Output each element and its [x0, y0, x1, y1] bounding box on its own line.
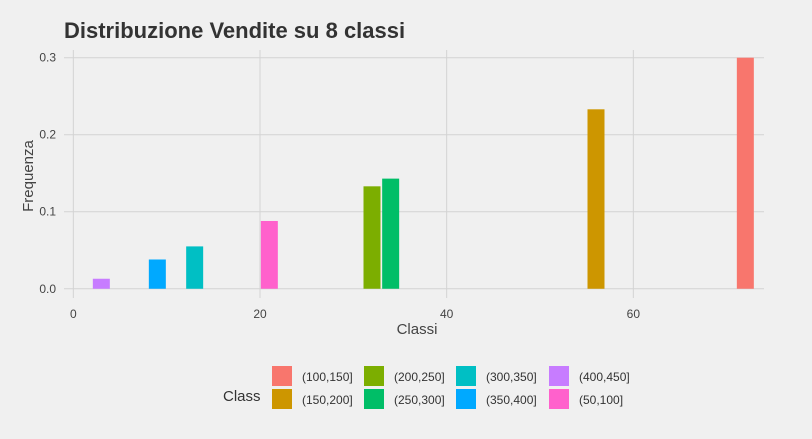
bar-(400,450] — [92, 278, 110, 289]
legend-label: (400,450] — [579, 370, 630, 384]
chart-title: Distribuzione Vendite su 8 classi — [64, 18, 405, 43]
bar-(100,150] — [736, 57, 754, 289]
legend-key — [272, 389, 292, 409]
legend-key — [364, 389, 384, 409]
y-axis-ticks: 0.0 0.1 0.2 0.3 — [39, 51, 56, 296]
bar-(200,250] — [363, 186, 381, 289]
x-tick-label: 0 — [70, 307, 77, 321]
bar-(300,350] — [186, 246, 204, 289]
legend-label: (150,200] — [302, 393, 353, 407]
y-tick-label: 0.0 — [39, 282, 56, 296]
legend-key — [272, 366, 292, 386]
legend-label: (200,250] — [394, 370, 445, 384]
legend-title: Class — [223, 388, 261, 405]
grid — [64, 50, 764, 298]
y-tick-label: 0.2 — [39, 128, 56, 142]
legend-label: (300,350] — [486, 370, 537, 384]
legend-label: (250,300] — [394, 393, 445, 407]
y-axis-label: Frequenza — [20, 139, 37, 211]
x-axis-label: Classi — [397, 321, 438, 338]
bar-(50,100] — [260, 220, 278, 289]
y-tick-label: 0.3 — [39, 51, 56, 65]
bar-(150,200] — [587, 109, 605, 289]
x-axis-ticks: 0 20 40 60 — [70, 307, 640, 321]
legend-key — [456, 366, 476, 386]
legend-key — [549, 389, 569, 409]
legend-label: (100,150] — [302, 370, 353, 384]
x-tick-label: 60 — [627, 307, 641, 321]
legend-label: (50,100] — [579, 393, 623, 407]
legend-label: (350,400] — [486, 393, 537, 407]
bar-(250,300] — [382, 178, 400, 289]
bars — [92, 57, 754, 289]
x-tick-label: 20 — [253, 307, 267, 321]
legend: Class (100,150] (150,200] (200,250] (250,30… — [223, 366, 630, 409]
x-tick-label: 40 — [440, 307, 454, 321]
bar-(350,400] — [148, 259, 166, 289]
legend-key — [456, 389, 476, 409]
y-tick-label: 0.1 — [39, 205, 56, 219]
legend-key — [364, 366, 384, 386]
legend-key — [549, 366, 569, 386]
